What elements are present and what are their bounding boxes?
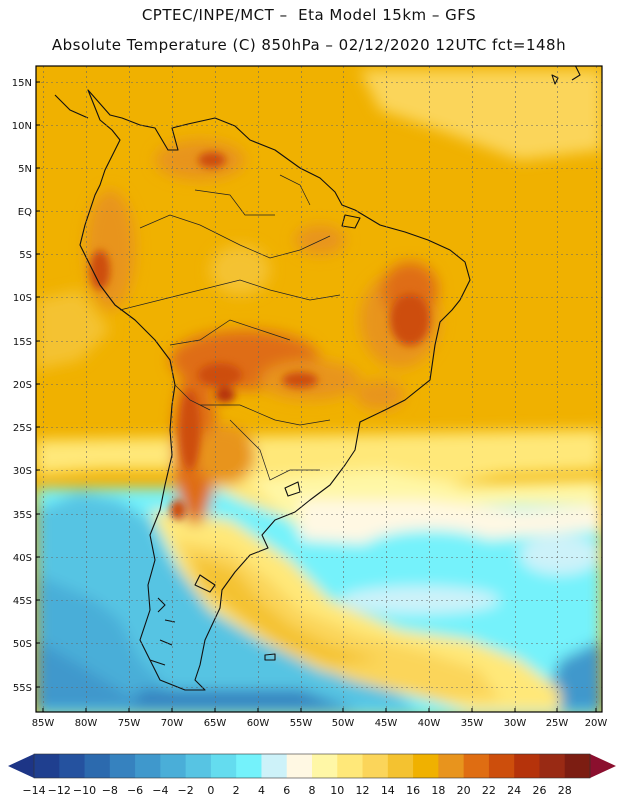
colorbar-label: −2 [178,784,194,797]
colorbar-swatch [337,754,364,778]
colorbar-swatch [160,754,187,778]
lat-label: 55S [13,683,32,694]
lon-label: 55W [290,718,313,729]
colorbar-swatch [109,754,136,778]
colorbar-overflow-arrow [590,754,616,778]
lon-label: 60W [247,718,270,729]
colorbar-swatch [539,754,566,778]
colorbar-label: 0 [207,784,214,797]
colorbar-swatch [286,754,313,778]
lat-label: 20S [13,380,32,391]
colorbar-label: 20 [457,784,471,797]
lat-label: 5S [19,250,32,261]
colorbar-swatch [387,754,414,778]
lon-label: 25W [546,718,569,729]
colorbar-swatch [135,754,161,778]
colorbar-label: 16 [406,784,420,797]
lat-label: 10S [13,293,32,304]
lat-label: 35S [13,510,32,521]
colorbar-swatch [59,754,86,778]
lon-label: 50W [332,718,355,729]
colorbar-swatch [185,754,212,778]
colorbar-swatch [84,754,111,778]
lat-label: 45S [13,596,32,607]
lat-label: 15S [13,337,32,348]
lon-label: 40W [418,718,441,729]
latitude-axis: 15N 10N 5N EQ 5S 10S 15S 20S 25S 30S 35S… [12,78,40,694]
colorbar-label: −8 [102,784,118,797]
colorbar-swatch [463,754,490,778]
lon-label: 75W [118,718,141,729]
colorbar-swatch [564,754,591,778]
colorbar-label: 28 [558,784,572,797]
colorbar-swatch [312,754,338,778]
colorbar-swatch [236,754,262,778]
colorbar-label: 10 [330,784,344,797]
colorbar-label: 22 [482,784,496,797]
colorbar-swatch [261,754,288,778]
colorbar-label: −12 [48,784,71,797]
temperature-field [36,66,602,712]
colorbar-label: 4 [258,784,265,797]
lat-label: 25S [13,423,32,434]
continent-outline [54,66,581,691]
lon-label: 85W [32,718,55,729]
lat-label: 10N [12,121,32,132]
colorbar-swatch [34,754,60,778]
lon-label: 20W [585,718,608,729]
colorbar-label: −10 [73,784,96,797]
colorbar-label: 2 [233,784,240,797]
lon-label: 70W [161,718,184,729]
map-gridlines [36,66,602,712]
lon-label: 30W [504,718,527,729]
lon-label: 65W [204,718,227,729]
map-frame [35,65,603,713]
lat-label: EQ [18,207,32,218]
colorbar-swatch [362,754,389,778]
country-borders [119,174,341,481]
colorbar-swatch [514,754,540,778]
colorbar: −14 −12 −10 −8 −6 −4 −2 0 2 4 6 8 10 12 14 16 18 20 22 24 26… [8,753,616,797]
colorbar-label: −14 [22,784,45,797]
colorbar-label: −4 [152,784,168,797]
lon-label: 80W [75,718,98,729]
lat-label: 15N [12,78,32,89]
colorbar-label: 26 [532,784,546,797]
map-title-line1: CPTEC/INPE/MCT – Eta Model 15km – GFS [141,6,477,24]
longitude-axis: 85W 80W 75W 70W 65W 60W 55W 50W 45W 40W … [32,708,608,729]
colorbar-underflow-arrow [8,754,34,778]
lat-label: 5N [18,164,32,175]
lon-label: 45W [375,718,398,729]
colorbar-label: 14 [381,784,395,797]
lat-label: 50S [13,639,32,650]
colorbar-label: 24 [507,784,521,797]
colorbar-label: 12 [356,784,370,797]
colorbar-swatch [210,754,237,778]
colorbar-label: 6 [283,784,290,797]
colorbar-swatch [438,754,465,778]
lon-label: 35W [461,718,484,729]
colorbar-frame [33,753,591,779]
colorbar-swatch [488,754,515,778]
lat-label: 30S [13,466,32,477]
colorbar-label: 18 [431,784,445,797]
colorbar-label: 8 [309,784,316,797]
map-title-line2: Absolute Temperature (C) 850hPa – 02/12/… [51,36,567,54]
colorbar-swatch [413,754,439,778]
colorbar-label: −6 [127,784,143,797]
lat-label: 40S [13,553,32,564]
